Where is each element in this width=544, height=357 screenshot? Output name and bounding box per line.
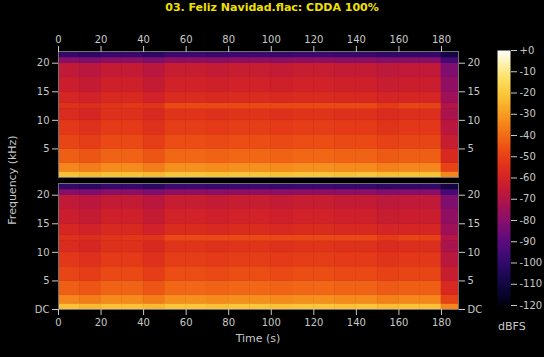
svg-text:140: 140 [347,34,366,45]
svg-text:10: 10 [468,247,481,258]
svg-text:20: 20 [95,34,108,45]
svg-text:+0: +0 [520,45,535,56]
svg-text:20: 20 [95,317,108,328]
svg-text:80: 80 [222,317,235,328]
svg-text:-100: -100 [520,257,543,268]
svg-text:-50: -50 [520,151,536,162]
svg-text:10: 10 [37,115,50,126]
svg-text:-20: -20 [520,87,536,98]
svg-text:-80: -80 [520,215,536,226]
svg-text:15: 15 [468,86,481,97]
svg-text:20: 20 [37,57,50,68]
svg-text:10: 10 [37,247,50,258]
svg-text:20: 20 [37,189,50,200]
svg-text:-10: -10 [520,66,536,77]
svg-text:-60: -60 [520,172,536,183]
svg-text:100: 100 [262,317,281,328]
svg-text:40: 40 [137,317,150,328]
html-text:Frequency (kHz): Frequency (kHz) [5,135,19,225]
svg-text:120: 120 [304,34,323,45]
svg-text:180: 180 [432,34,451,45]
svg-text:0: 0 [55,34,61,45]
svg-text:-110: -110 [520,278,543,289]
svg-text:-90: -90 [520,236,536,247]
svg-text:-30: -30 [520,108,536,119]
svg-text:160: 160 [389,34,408,45]
svg-text:-70: -70 [520,193,536,204]
svg-text:0: 0 [55,317,61,328]
html-text:03. Feliz Navidad.flac: CDDA 1: 03. Feliz Navidad.flac: CDDA 100% [165,1,379,14]
svg-text:15: 15 [468,218,481,229]
svg-text:-120: -120 [520,300,543,311]
svg-text:20: 20 [468,189,481,200]
svg-text:60: 60 [180,317,193,328]
svg-text:15: 15 [37,86,50,97]
svg-text:DC: DC [468,304,483,315]
svg-text:60: 60 [180,34,193,45]
svg-text:15: 15 [37,218,50,229]
svg-text:DC: DC [35,304,50,315]
svg-text:140: 140 [347,317,366,328]
svg-text:5: 5 [468,143,474,154]
svg-text:5: 5 [43,143,49,154]
html-text:dBFS: dBFS [498,320,526,333]
html-text:Time (s): Time (s) [235,332,281,345]
svg-text:10: 10 [468,115,481,126]
svg-text:5: 5 [43,275,49,286]
svg-text:-40: -40 [520,130,536,141]
svg-text:120: 120 [304,317,323,328]
svg-text:180: 180 [432,317,451,328]
svg-text:5: 5 [468,275,474,286]
svg-text:80: 80 [222,34,235,45]
svg-text:100: 100 [262,34,281,45]
svg-text:160: 160 [389,317,408,328]
svg-text:20: 20 [468,57,481,68]
svg-text:40: 40 [137,34,150,45]
